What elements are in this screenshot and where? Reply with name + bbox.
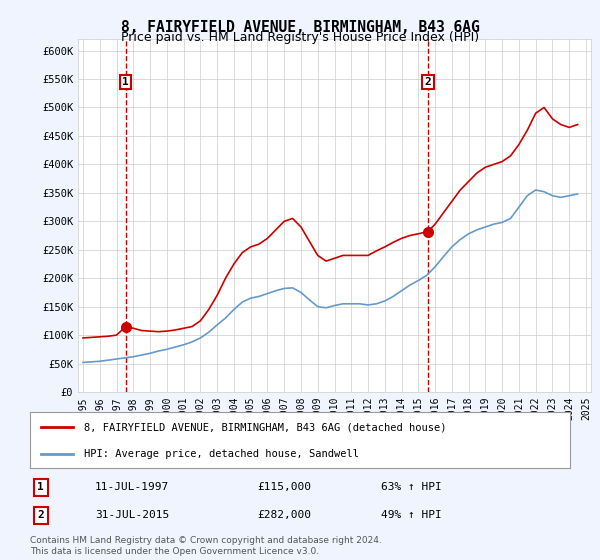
Text: Price paid vs. HM Land Registry's House Price Index (HPI): Price paid vs. HM Land Registry's House …	[121, 31, 479, 44]
Text: 49% ↑ HPI: 49% ↑ HPI	[381, 510, 442, 520]
Text: £282,000: £282,000	[257, 510, 311, 520]
Text: 8, FAIRYFIELD AVENUE, BIRMINGHAM, B43 6AG: 8, FAIRYFIELD AVENUE, BIRMINGHAM, B43 6A…	[121, 20, 479, 35]
Text: £115,000: £115,000	[257, 482, 311, 492]
Text: 8, FAIRYFIELD AVENUE, BIRMINGHAM, B43 6AG (detached house): 8, FAIRYFIELD AVENUE, BIRMINGHAM, B43 6A…	[84, 422, 446, 432]
Text: HPI: Average price, detached house, Sandwell: HPI: Average price, detached house, Sand…	[84, 449, 359, 459]
Text: 63% ↑ HPI: 63% ↑ HPI	[381, 482, 442, 492]
Text: 1: 1	[122, 77, 129, 87]
Text: Contains HM Land Registry data © Crown copyright and database right 2024.
This d: Contains HM Land Registry data © Crown c…	[30, 536, 382, 556]
Text: 11-JUL-1997: 11-JUL-1997	[95, 482, 169, 492]
Text: 2: 2	[425, 77, 431, 87]
Text: 2: 2	[37, 510, 44, 520]
Text: 1: 1	[37, 482, 44, 492]
Text: 31-JUL-2015: 31-JUL-2015	[95, 510, 169, 520]
